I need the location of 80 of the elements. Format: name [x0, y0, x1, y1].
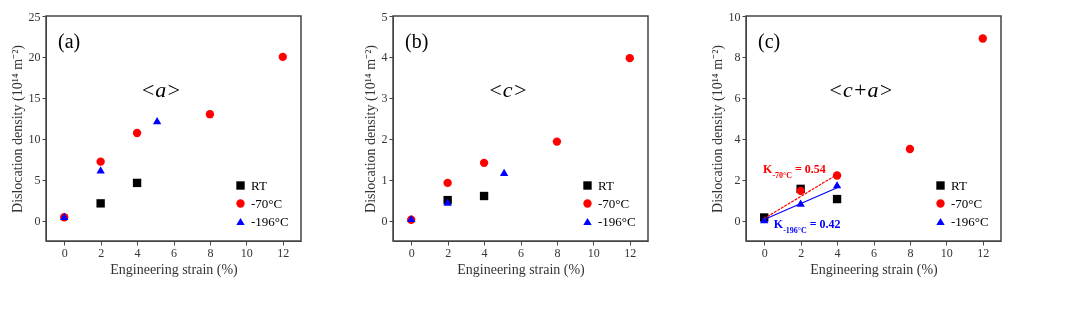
point [96, 157, 105, 166]
point [479, 158, 489, 168]
y-tick-label: 25 [28, 9, 41, 24]
point [499, 168, 509, 176]
legend-label: RT [598, 177, 614, 193]
point [832, 171, 842, 180]
y-tick-label: 5 [34, 173, 41, 188]
point [96, 166, 105, 174]
x-tick-label: 12 [977, 245, 990, 260]
x-tick-label: 2 [798, 245, 805, 260]
point [96, 199, 105, 208]
point [978, 34, 987, 43]
x-tick-label: 6 [871, 245, 877, 260]
annotation: K$_{-70°C}$ = 0.54 [763, 162, 826, 180]
point [479, 191, 489, 201]
y-tick-label: 6 [734, 91, 741, 106]
legend-label: RT [951, 177, 967, 193]
x-tick-label: 4 [134, 245, 141, 260]
legend-label: RT [251, 177, 267, 193]
y-tick-label: 20 [28, 50, 41, 65]
y-tick-label: 10 [728, 9, 741, 24]
y-tick-label: 1 [381, 173, 388, 188]
x-tick-label: 10 [240, 245, 253, 260]
y-tick-label: 10 [28, 132, 41, 147]
x-axis-title: Engineering strain (%) [810, 261, 939, 278]
annotation: <a> [140, 77, 182, 103]
point [625, 53, 634, 63]
annotation: <c+a> [828, 77, 894, 103]
x-tick-label: 12 [624, 245, 637, 260]
legend-label: -196°C [598, 213, 636, 229]
legend-label: -196°C [951, 213, 989, 229]
annotation: (b) [405, 30, 429, 53]
y-tick-label: 3 [381, 91, 388, 106]
y-axis-title: Dislocation density (10¹⁴ m⁻²) [709, 44, 726, 213]
y-tick-label: 15 [28, 91, 41, 106]
y-axis-title: Dislocation density (10¹⁴ m⁻²) [9, 44, 26, 213]
point [132, 178, 142, 188]
x-axis-title: Engineering strain (%) [457, 261, 586, 278]
point [132, 128, 142, 138]
point [905, 144, 915, 154]
y-tick-label: 0 [34, 214, 41, 229]
x-tick-label: 12 [277, 245, 290, 260]
x-tick-label: 10 [587, 245, 600, 260]
point [278, 52, 287, 62]
point [443, 178, 452, 188]
x-tick-label: 2 [98, 245, 105, 260]
annotation: (c) [758, 30, 781, 53]
y-tick-label: 2 [734, 173, 741, 188]
y-tick-label: 4 [381, 50, 388, 65]
legend-label: -70°C [251, 195, 283, 211]
legend-label: -70°C [951, 195, 983, 211]
x-tick-label: 0 [761, 245, 768, 260]
x-tick-label: 2 [445, 245, 452, 260]
y-tick-label: 4 [734, 132, 741, 147]
x-tick-label: 8 [554, 245, 561, 260]
annotation: K$_{-196°C}$ = 0.42 [773, 217, 841, 235]
annotation: <c> [488, 77, 528, 103]
legend-label: -196°C [251, 213, 289, 229]
x-tick-label: 6 [518, 245, 524, 260]
x-tick-label: 4 [481, 245, 488, 260]
x-tick-label: 8 [207, 245, 214, 260]
legend-label: -70°C [598, 195, 630, 211]
y-axis-title: Dislocation density (10¹⁴ m⁻²) [362, 44, 379, 213]
x-tick-label: 0 [61, 245, 68, 260]
x-tick-label: 10 [940, 245, 953, 260]
point [205, 110, 215, 119]
y-tick-label: 0 [381, 214, 388, 229]
x-axis-title: Engineering strain (%) [110, 261, 239, 278]
y-tick-label: 5 [381, 9, 388, 24]
point [552, 137, 562, 146]
x-tick-label: 6 [171, 245, 177, 260]
y-tick-label: 2 [381, 132, 388, 147]
y-tick-label: 8 [734, 50, 741, 65]
point [152, 117, 162, 125]
x-tick-label: 4 [834, 245, 841, 260]
x-tick-label: 8 [907, 245, 914, 260]
x-tick-label: 0 [408, 245, 415, 260]
point [832, 194, 842, 204]
annotation: (a) [58, 30, 81, 53]
y-tick-label: 0 [734, 214, 741, 229]
